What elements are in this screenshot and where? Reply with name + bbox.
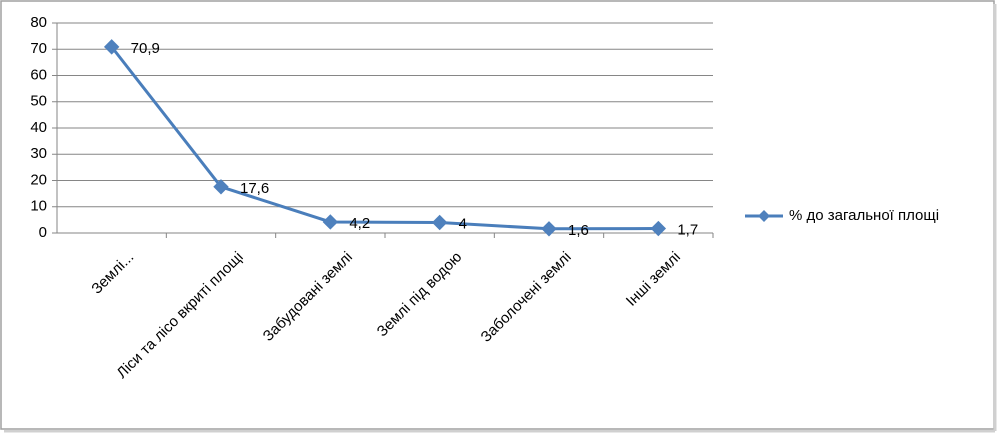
y-tick-label: 30 <box>30 145 47 162</box>
legend-label: % до загальної площі <box>789 207 939 224</box>
data-label: 4 <box>459 215 467 232</box>
line <box>110 45 659 231</box>
y-tick-label: 20 <box>30 171 47 188</box>
y-tick-label: 10 <box>30 198 47 215</box>
y-tick-label: 40 <box>30 119 47 136</box>
marker <box>213 179 229 195</box>
y-tick-label: 50 <box>30 93 47 110</box>
data-label: 1,7 <box>677 222 698 239</box>
data-label: 1,6 <box>568 222 589 239</box>
data-label: 70,9 <box>131 40 160 57</box>
marker <box>650 220 667 237</box>
data-label: 17,6 <box>240 180 269 197</box>
legend-marker <box>758 210 770 222</box>
marker <box>103 39 120 55</box>
marker <box>431 214 448 231</box>
y-tick-label: 0 <box>39 224 47 241</box>
data-label: 4,2 <box>349 215 370 232</box>
y-tick-label: 70 <box>30 40 47 57</box>
marker <box>541 221 557 237</box>
y-tick-label: 60 <box>30 66 47 83</box>
marker <box>322 214 339 230</box>
y-tick-label: 80 <box>30 14 47 31</box>
